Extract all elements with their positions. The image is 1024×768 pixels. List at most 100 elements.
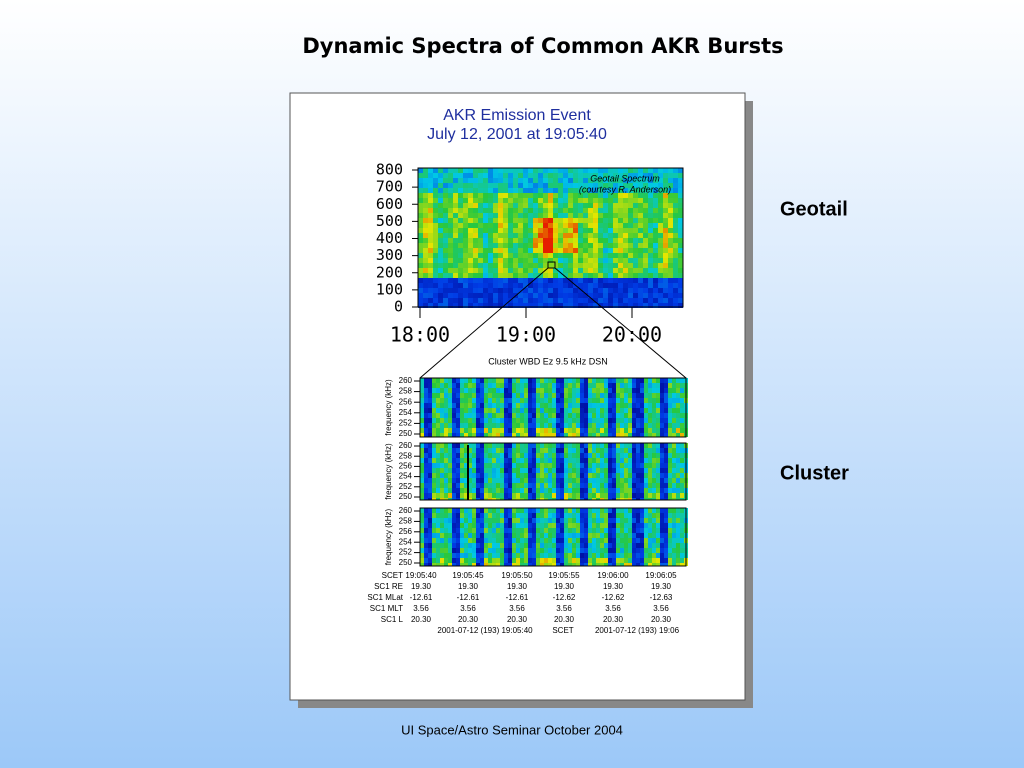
spectrogram-cell: [676, 378, 680, 383]
spectrogram-cell: [640, 518, 644, 523]
spectrogram-cell: [468, 458, 472, 463]
spectrogram-cell: [448, 473, 452, 478]
spectrogram-cell: [480, 403, 484, 408]
spectrogram-cell: [444, 468, 448, 473]
spectrogram-cell: [560, 498, 564, 500]
spectrogram-cell: [478, 238, 483, 243]
spectrogram-cell: [596, 383, 600, 388]
spectrogram-cell: [603, 238, 608, 243]
spectrogram-cell: [533, 263, 538, 268]
spectrogram-cell: [580, 418, 584, 423]
spectrogram-cell: [613, 178, 618, 183]
spectrogram-cell: [508, 173, 513, 178]
spectrogram-cell: [552, 448, 556, 453]
spectrogram-cell: [508, 188, 513, 193]
spectrogram-cell: [458, 173, 463, 178]
spectrogram-cell: [520, 408, 524, 413]
spectrogram-cell: [464, 433, 468, 437]
spectrogram-cell: [623, 303, 628, 308]
spectrogram-cell: [613, 243, 618, 248]
spectrogram-cell: [513, 203, 518, 208]
spectrogram-cell: [644, 428, 648, 433]
spectrogram-cell: [573, 258, 578, 263]
spectrogram-cell: [456, 398, 460, 403]
spectrogram-cell: [508, 463, 512, 468]
spectrogram-cell: [584, 518, 588, 523]
spectrogram-cell: [453, 208, 458, 213]
spectrogram-cell: [648, 243, 653, 248]
spectrogram-cell: [568, 433, 572, 437]
spectrogram-cell: [624, 388, 628, 393]
spectrogram-cell: [536, 453, 540, 458]
spectrogram-cell: [476, 453, 480, 458]
spectrogram-cell: [508, 288, 513, 293]
spectrogram-cell: [460, 463, 464, 468]
spectrogram-cell: [676, 523, 680, 528]
spectrogram-cell: [632, 418, 636, 423]
spectrogram-cell: [660, 398, 664, 403]
spectrogram-cell: [544, 423, 548, 428]
spectrogram-cell: [573, 178, 578, 183]
spectrogram-cell: [663, 263, 668, 268]
spectrogram-cell: [532, 443, 536, 448]
spectrogram-cell: [432, 398, 436, 403]
spectrogram-cell: [603, 298, 608, 303]
spectrogram-cell: [593, 268, 598, 273]
spectrogram-cell: [644, 453, 648, 458]
spectrogram-cell: [618, 243, 623, 248]
spectrogram-cell: [440, 498, 444, 500]
spectrogram-cell: [424, 563, 428, 566]
spectrogram-cell: [608, 168, 613, 173]
spectrogram-cell: [488, 513, 492, 518]
spectrogram-cell: [583, 293, 588, 298]
spectrogram-cell: [516, 498, 520, 500]
spectrogram-cell: [500, 478, 504, 483]
spectrogram-cell: [600, 433, 604, 437]
spectrogram-cell: [628, 258, 633, 263]
spectrogram-cell: [618, 193, 623, 198]
spectrogram-cell: [653, 213, 658, 218]
spectrogram-cell: [552, 463, 556, 468]
spectrogram-cell: [543, 233, 548, 238]
spectrogram-cell: [493, 188, 498, 193]
spectrogram-cell: [448, 248, 453, 253]
spectrogram-cell: [560, 458, 564, 463]
spectrogram-cell: [588, 458, 592, 463]
spectrogram-cell: [584, 493, 588, 498]
spectrogram-cell: [578, 208, 583, 213]
spectrogram-cell: [653, 218, 658, 223]
spectrogram-cell: [560, 428, 564, 433]
spectrogram-cell: [616, 448, 620, 453]
spectrogram-cell: [638, 268, 643, 273]
spectrogram-cell: [603, 173, 608, 178]
spectrogram-cell: [548, 393, 552, 398]
spectrogram-cell: [532, 428, 536, 433]
spectrogram-cell: [484, 403, 488, 408]
spectrogram-cell: [644, 408, 648, 413]
spectrogram-cell: [568, 553, 572, 558]
spectrogram-cell: [528, 203, 533, 208]
spectrogram-cell: [663, 258, 668, 263]
spectrogram-cell: [478, 223, 483, 228]
spectrogram-cell: [512, 528, 516, 533]
spectrogram-cell: [656, 543, 660, 548]
spectrogram-cell: [628, 248, 633, 253]
spectrogram-cell: [458, 208, 463, 213]
spectrogram-cell: [538, 228, 543, 233]
spectrogram-cell: [636, 483, 640, 488]
spectrogram-cell: [464, 458, 468, 463]
spectrogram-cell: [528, 423, 532, 428]
spectrogram-cell: [516, 518, 520, 523]
spectrogram-cell: [656, 553, 660, 558]
spectrogram-cell: [628, 518, 632, 523]
spectrogram-cell: [560, 508, 564, 513]
spectrogram-cell: [600, 548, 604, 553]
spectrogram-cell: [572, 448, 576, 453]
spectrogram-cell: [436, 458, 440, 463]
spectrogram-cell: [456, 413, 460, 418]
spectrogram-cell: [673, 188, 678, 193]
spectrogram-cell: [548, 183, 553, 188]
spectrogram-cell: [653, 238, 658, 243]
spectrogram-cell: [468, 533, 472, 538]
spectrogram-cell: [492, 443, 496, 448]
